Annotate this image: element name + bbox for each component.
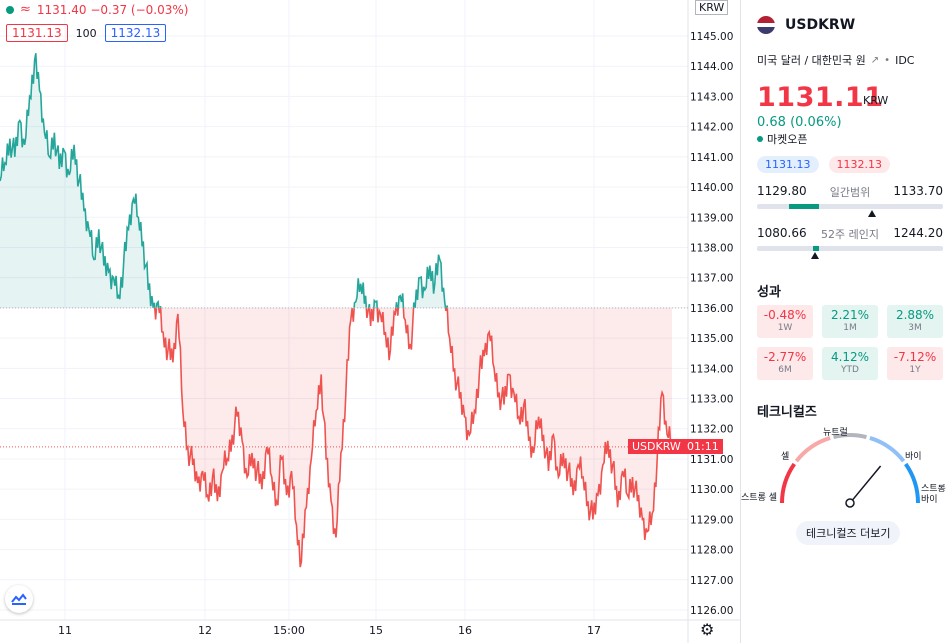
x-tick-label: 11 — [58, 624, 72, 637]
y-tick-label: 1143.00 — [690, 91, 733, 103]
day-range-bar — [757, 204, 943, 209]
gauge-label-sell: 셀 — [781, 452, 790, 462]
series-line-up — [0, 53, 449, 308]
external-link-icon[interactable]: ↗ — [870, 54, 880, 66]
x-tick-label: 17 — [587, 624, 601, 637]
y-tick-label: 1139.00 — [690, 212, 733, 224]
panel-header: USDKRW — [757, 16, 855, 34]
wave-icon: ≈ — [20, 2, 31, 17]
perf-cell-1y[interactable]: -7.12% 1Y — [887, 347, 943, 380]
live-dot-icon — [6, 5, 14, 14]
gauge-arc-strong-buy — [904, 462, 920, 504]
source-text: IDC — [895, 53, 915, 67]
technicals-gauge: 뉴트럴 셀 바이 스트롱 셀 스트롱 바이 — [741, 420, 948, 550]
gauge-arc-neutral — [833, 433, 867, 439]
symbol-price-label: USDKRW — [628, 439, 685, 454]
y-tick-label: 1132.00 — [690, 424, 733, 436]
week52-range-marker-icon — [810, 252, 819, 259]
y-tick-label: 1135.00 — [690, 333, 733, 345]
last-price: 1131.11 — [757, 82, 884, 113]
countdown-label: 01:11 — [683, 439, 723, 454]
y-tick-label: 1126.00 — [690, 605, 733, 617]
week52-range-high: 1244.20 — [893, 226, 943, 240]
area-fill-up — [0, 53, 448, 308]
gauge-dial — [780, 433, 920, 508]
y-tick-label: 1136.00 — [690, 303, 733, 315]
perf-cell-6m[interactable]: -2.77% 6M — [757, 347, 813, 380]
market-status-text: 마켓오픈 — [767, 133, 808, 146]
bid-box[interactable]: 1131.13 — [6, 24, 68, 42]
y-tick-label: 1137.00 — [690, 273, 733, 285]
symbol-panel: USDKRW 미국 달러 / 대한민국 원 ↗ • IDC 1131.11 KR… — [740, 0, 948, 643]
area-fill-down — [0, 307, 672, 568]
us-flag-icon — [757, 16, 775, 34]
y-tick-label: 1138.00 — [690, 242, 733, 254]
technicals-more-button[interactable]: 테크니컬즈 더보기 — [796, 521, 901, 545]
series-line-down — [152, 307, 673, 568]
performance-title: 성과 — [757, 285, 781, 300]
y-tick-label: 1134.00 — [690, 363, 733, 375]
gauge-label-neutral: 뉴트럴 — [823, 428, 848, 438]
quote-boxes: 1131.13 100 1132.13 — [6, 24, 167, 42]
y-tick-label: 1142.00 — [690, 122, 733, 134]
week52-range-low: 1080.66 — [757, 226, 807, 240]
x-tick-label: 12 — [198, 624, 212, 637]
day-range-marker-icon — [868, 210, 877, 217]
x-tick-label: 16 — [458, 624, 472, 637]
performance-grid: -0.48% 1W 2.21% 1M 2.88% 3M -2.77% 6M 4.12% Y… — [757, 305, 943, 380]
perf-cell-1w[interactable]: -0.48% 1W — [757, 305, 813, 338]
gauge-label-strong-sell: 스트롱 셀 — [741, 493, 777, 503]
day-range-label: 일간범위 — [829, 186, 871, 199]
week52-range-label: 52주 레인지 — [821, 228, 879, 241]
description-text: 미국 달러 / 대한민국 원 — [757, 54, 866, 67]
bid-pill: 1131.13 — [757, 156, 819, 173]
top-quote: ≈ 1131.40 −0.37 (−0.03%) — [6, 2, 188, 17]
status-dot-icon — [757, 136, 763, 142]
price-chart[interactable]: 11 12 15:00 15 16 17 1145.00 1144.00 1143.00 1142… — [0, 0, 740, 643]
perf-cell-1m[interactable]: 2.21% 1M — [822, 305, 878, 338]
y-tick-label: 1144.00 — [690, 61, 733, 73]
technicals-title: 테크니컬즈 — [757, 405, 817, 420]
week52-range-fill — [813, 246, 819, 251]
bid-ask-pills: 1131.13 1132.13 — [757, 156, 890, 173]
y-tick-label: 1141.00 — [690, 152, 733, 164]
x-tick-label: 15 — [369, 624, 383, 637]
y-tick-label: 1131.00 — [690, 454, 733, 466]
day-range-fill — [789, 204, 819, 209]
gauge-arc-buy — [869, 436, 906, 463]
gauge-label-buy: 바이 — [905, 452, 922, 462]
ask-box[interactable]: 1132.13 — [104, 24, 167, 42]
y-tick-label: 1145.00 — [690, 31, 733, 43]
quote-text: 1131.40 −0.37 (−0.03%) — [36, 2, 189, 17]
gauge-pivot — [845, 498, 855, 508]
ask-pill: 1132.13 — [828, 156, 890, 173]
gauge-needle — [851, 465, 882, 501]
chart-area[interactable]: 11 12 15:00 15 16 17 1145.00 1144.00 1143.00 1142… — [0, 0, 740, 643]
gauge-label-strong-buy: 스트롱 바이 — [921, 484, 946, 505]
week52-range-bar — [757, 246, 943, 251]
day-range-low: 1129.80 — [757, 184, 807, 198]
gauge-arc-strong-sell — [780, 462, 796, 504]
price-change: 0.68 (0.06%) — [757, 115, 842, 130]
price-currency: KRW — [863, 94, 889, 107]
tradingview-logo-icon[interactable] — [5, 585, 33, 613]
currency-tag[interactable]: KRW — [695, 0, 729, 15]
gauge-arc-sell — [794, 436, 831, 463]
y-tick-label: 1127.00 — [690, 575, 733, 587]
y-tick-label: 1133.00 — [690, 394, 733, 406]
gear-icon[interactable]: ⚙ — [700, 620, 715, 639]
y-tick-label: 1140.00 — [690, 182, 733, 194]
panel-symbol[interactable]: USDKRW — [785, 17, 856, 33]
quantity: 100 — [75, 26, 97, 40]
perf-cell-3m[interactable]: 2.88% 3M — [887, 305, 943, 338]
y-tick-label: 1128.00 — [690, 545, 733, 557]
symbol-description: 미국 달러 / 대한민국 원 ↗ • IDC — [757, 52, 914, 68]
y-tick-label: 1130.00 — [690, 484, 733, 496]
perf-cell-ytd[interactable]: 4.12% YTD — [822, 347, 878, 380]
y-tick-label: 1129.00 — [690, 514, 733, 526]
separator-dot: • — [884, 54, 891, 66]
market-status: 마켓오픈 — [757, 131, 807, 147]
x-tick-label: 15:00 — [273, 624, 305, 637]
day-range-high: 1133.70 — [893, 184, 943, 198]
